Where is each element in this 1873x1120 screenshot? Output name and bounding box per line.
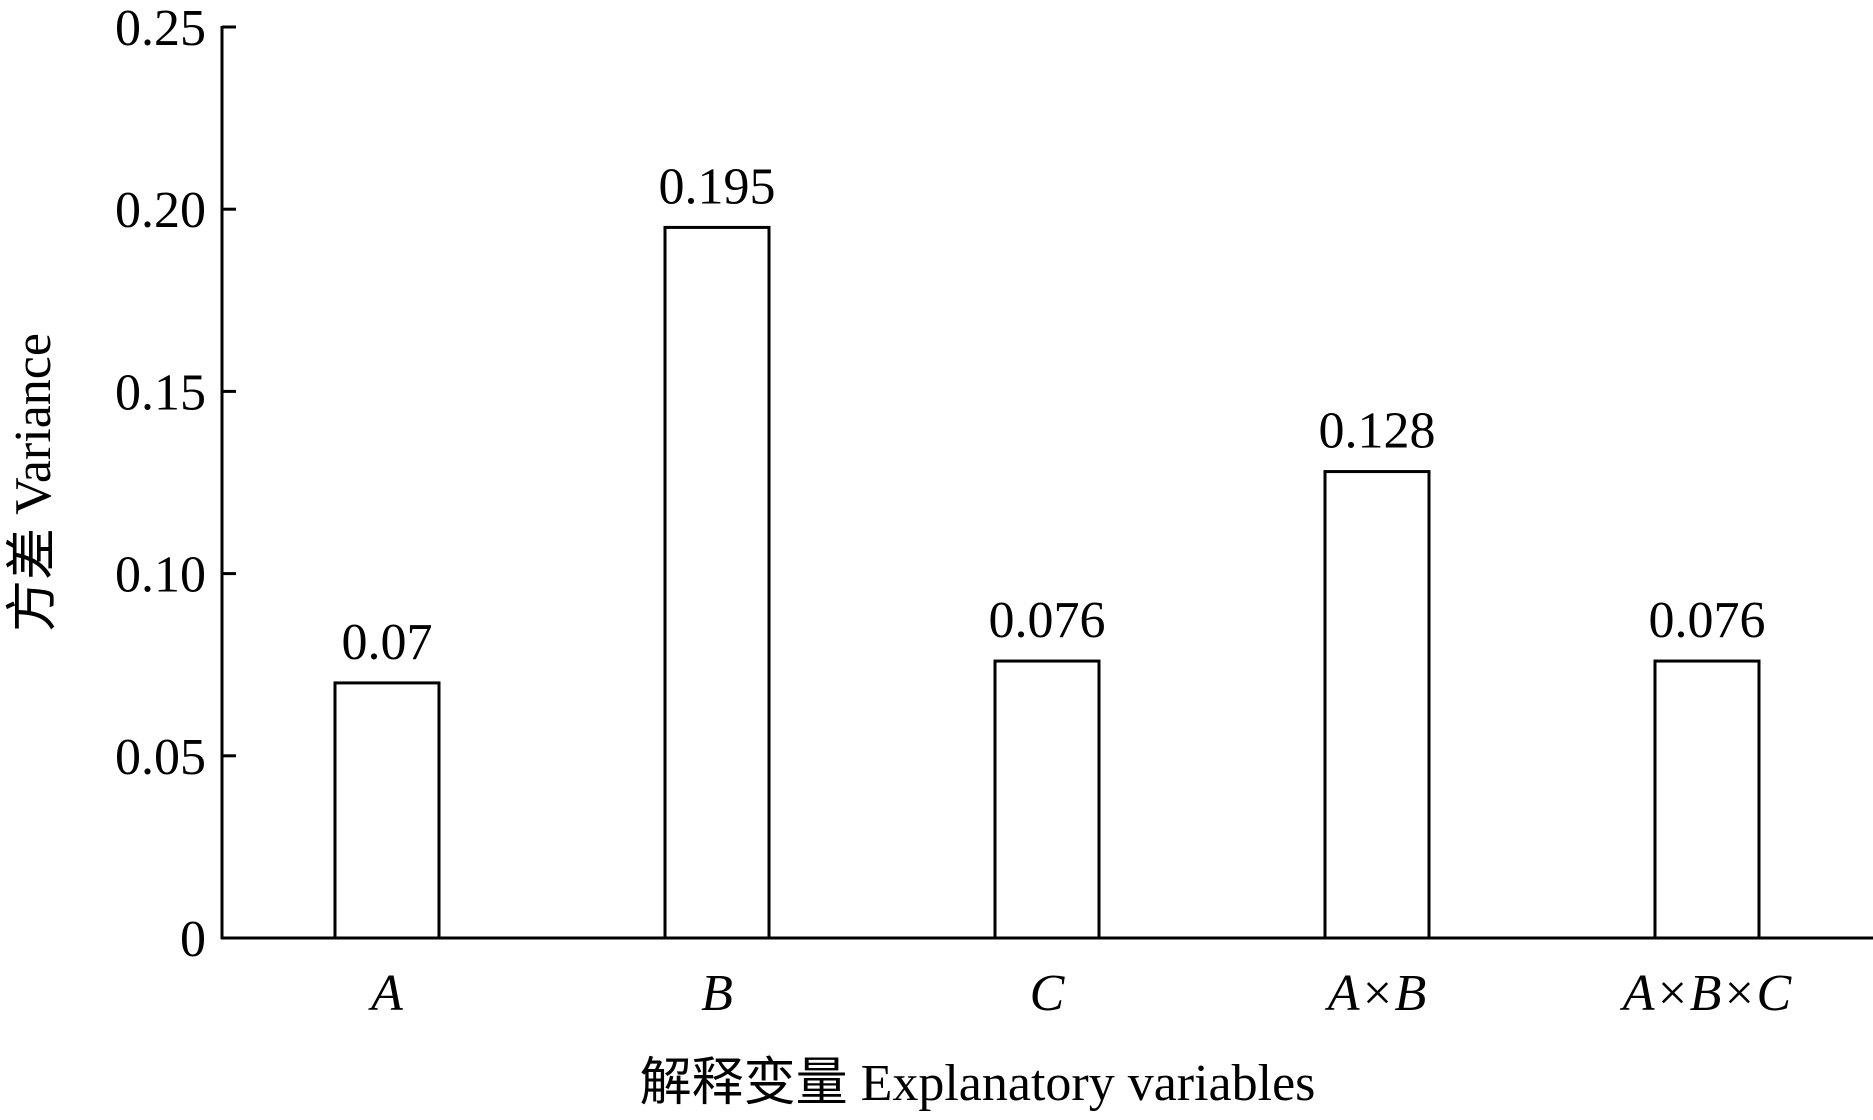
bar-B: [663, 225, 771, 940]
bar-value-label: 0.195: [659, 158, 776, 215]
y-tick-label: 0.10: [115, 547, 206, 604]
y-tick-label: 0.05: [115, 729, 206, 786]
x-tick-label: C: [1030, 965, 1066, 1022]
bars: [333, 225, 1761, 940]
x-axis-title: 解释变量 Explanatory variables: [640, 1055, 1316, 1112]
y-tick-label: 0.15: [115, 364, 206, 421]
bar-A×B: [1323, 470, 1431, 940]
bar-value-label: 0.128: [1319, 403, 1436, 460]
x-tick-label: A: [368, 965, 403, 1022]
x-tick-label: A×B: [1325, 965, 1427, 1022]
y-tick-label: 0.20: [115, 182, 206, 239]
y-axis-title: 方差 Variance: [5, 333, 62, 632]
x-tick-label: A×B×C: [1620, 965, 1793, 1022]
y-tick-label: 0.25: [115, 0, 206, 57]
value-labels: 0.07 0.195 0.076 0.128 0.076: [342, 158, 1766, 671]
bar-A×B×C: [1653, 659, 1761, 940]
bar-value-label: 0.07: [342, 614, 433, 671]
bar-value-label: 0.076: [989, 592, 1106, 649]
bar-value-label: 0.076: [1649, 592, 1766, 649]
bar-C: [993, 659, 1101, 940]
x-tick-label: B: [701, 965, 733, 1022]
y-tick-label: 0: [180, 911, 206, 968]
bar-A: [333, 681, 441, 940]
x-axis-labels: A B C A×B A×B×C: [368, 965, 1792, 1022]
y-axis-ticks: 0 0.05 0.10 0.15 0.20 0.25: [115, 0, 236, 968]
